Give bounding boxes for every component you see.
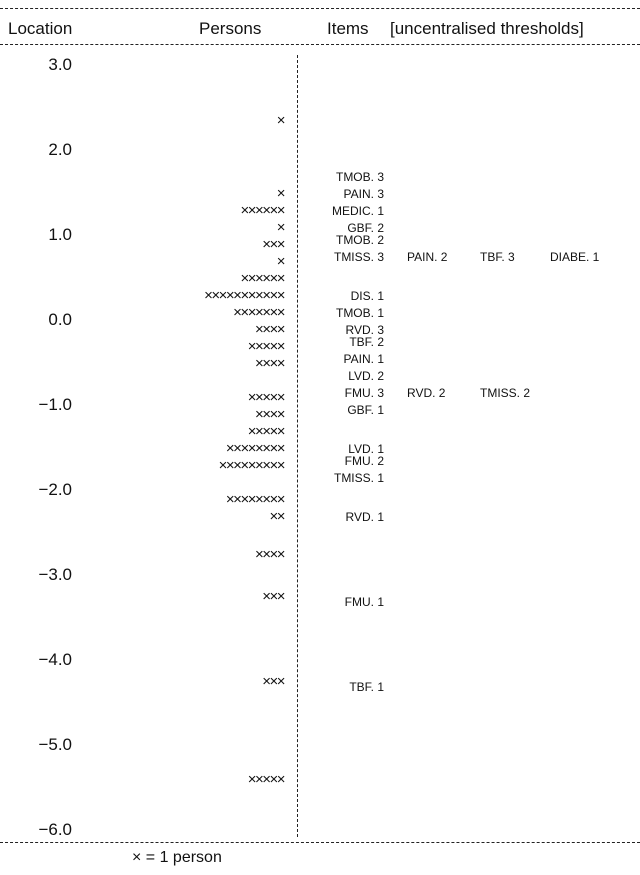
person-mark-row: ×××× xyxy=(254,320,286,338)
person-mark-row: ××××× xyxy=(247,337,286,355)
person-mark-row: × xyxy=(276,184,286,202)
person-mark-row: ×××× xyxy=(254,354,286,372)
header-dashed-rule xyxy=(0,44,640,45)
person-mark-row: ×××× xyxy=(254,405,286,423)
location-tick-label: −2.0 xyxy=(38,480,72,499)
person-mark-row: × xyxy=(276,252,286,270)
item-threshold-label: TMISS. 3 xyxy=(333,250,384,265)
location-tick-label: 0.0 xyxy=(48,310,72,329)
item-threshold-label: RVD. 1 xyxy=(345,509,384,524)
item-threshold-label: TBF. 1 xyxy=(349,679,384,694)
person-mark-row: ××××××× xyxy=(233,303,285,321)
location-tick-label: −5.0 xyxy=(38,735,72,754)
item-threshold-label: RVD. 2 xyxy=(407,386,446,401)
items-header: Items xyxy=(327,19,369,38)
item-threshold-label: PAIN. 3 xyxy=(343,186,384,201)
item-threshold-label: DIS. 1 xyxy=(350,288,384,303)
person-mark-row: ××××× xyxy=(247,388,286,406)
legend: × = 1 person xyxy=(132,849,222,866)
location-tick-label: −3.0 xyxy=(38,565,72,584)
location-tick-label: −6.0 xyxy=(38,820,72,839)
item-threshold-label: FMU. 2 xyxy=(344,454,384,469)
item-threshold-label: GBF. 1 xyxy=(347,403,384,418)
persons-header: Persons xyxy=(199,19,262,38)
item-threshold-label: TBF. 3 xyxy=(480,250,515,265)
item-threshold-label: MEDIC. 1 xyxy=(331,203,384,218)
person-mark-row: ××××××××× xyxy=(218,456,286,474)
person-mark-row: ×××××××× xyxy=(225,439,286,457)
item-threshold-label: TMOB. 3 xyxy=(335,169,384,184)
person-mark-row: ×××××× xyxy=(240,201,285,219)
item-threshold-label: PAIN. 1 xyxy=(343,352,384,367)
person-mark-row: ××××× xyxy=(247,771,286,788)
item-threshold-label: FMU. 1 xyxy=(344,594,384,609)
location-header: Location xyxy=(8,19,73,38)
person-mark-row: ××× xyxy=(262,235,285,253)
top-dashed-rule xyxy=(0,8,640,9)
item-threshold-label: FMU. 3 xyxy=(344,386,384,401)
item-threshold-label: TMOB. 2 xyxy=(335,233,384,248)
bottom-dashed-rule xyxy=(0,842,640,843)
person-mark-row: × xyxy=(276,112,286,130)
person-mark-row: ×× xyxy=(269,507,285,525)
item-threshold-label: TMISS. 1 xyxy=(333,471,384,486)
person-item-divider xyxy=(297,55,298,837)
item-threshold-label: LVD. 1 xyxy=(348,441,384,456)
person-mark-row: × xyxy=(276,218,286,236)
person-mark-row: ××××××××××× xyxy=(204,286,285,304)
location-tick-label: −4.0 xyxy=(38,650,72,669)
item-threshold-label: PAIN. 2 xyxy=(407,250,448,265)
item-threshold-label: TMISS. 2 xyxy=(480,386,531,401)
person-mark-row: ×××××× xyxy=(240,269,285,287)
item-threshold-label: LVD. 2 xyxy=(348,369,384,384)
item-threshold-label: RVD. 3 xyxy=(345,322,384,337)
item-threshold-label: GBF. 2 xyxy=(347,220,384,235)
location-tick-label: 1.0 xyxy=(48,225,72,244)
thresholds-header: [uncentralised thresholds] xyxy=(390,19,584,38)
person-mark-row: ××× xyxy=(262,673,285,691)
person-mark-row: ××× xyxy=(262,588,285,606)
item-threshold-label: DIABE. 1 xyxy=(550,250,600,265)
location-tick-label: −1.0 xyxy=(38,395,72,414)
item-threshold-label: TBF. 2 xyxy=(349,335,384,350)
location-tick-label: 3.0 xyxy=(48,55,72,74)
item-threshold-label: TMOB. 1 xyxy=(335,305,384,320)
location-tick-label: 2.0 xyxy=(48,140,72,159)
person-mark-row: ××××× xyxy=(247,422,286,440)
person-mark-row: ×××× xyxy=(254,545,286,563)
person-mark-row: ×××××××× xyxy=(225,490,286,508)
